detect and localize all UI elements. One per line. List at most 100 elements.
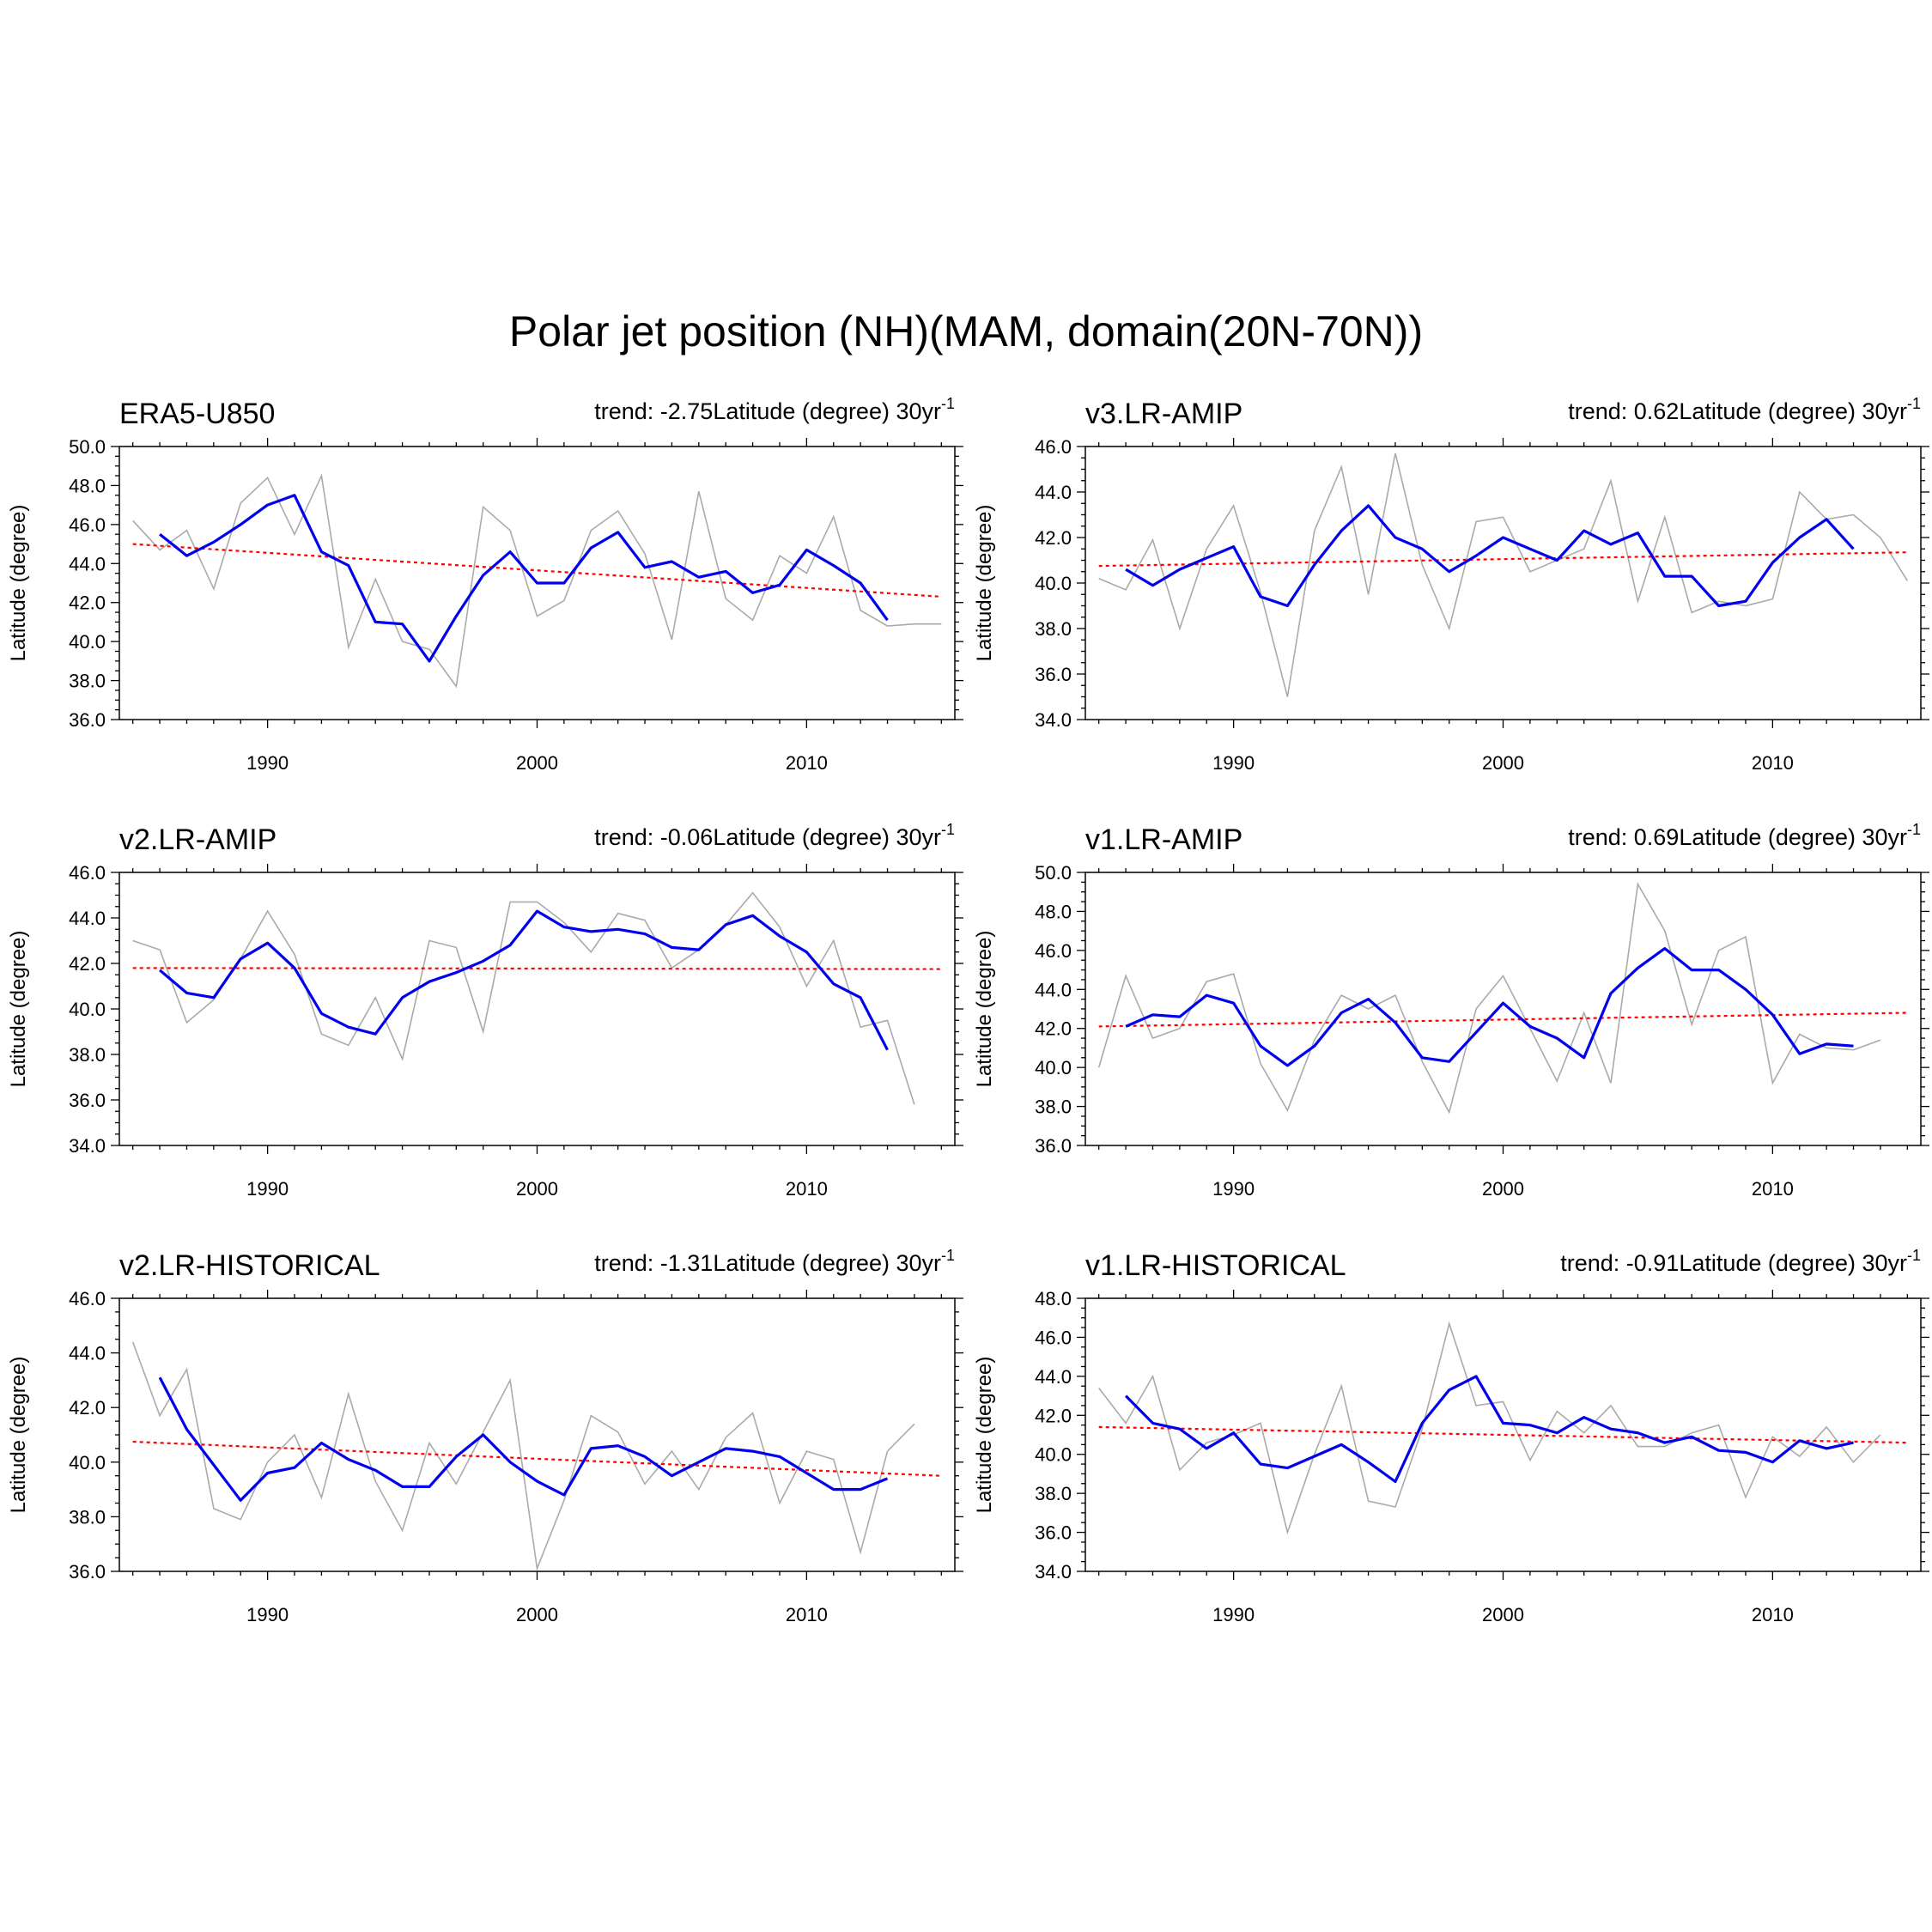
y-tick-label: 42.0: [1035, 1405, 1072, 1426]
y-tick-label: 40.0: [1035, 1444, 1072, 1466]
y-tick-label: 34.0: [1035, 1561, 1072, 1583]
y-tick-label: 44.0: [69, 553, 106, 574]
y-tick-label: 40.0: [69, 631, 106, 653]
series-annual-line: [1098, 1321, 1881, 1535]
y-tick-label: 40.0: [1035, 1057, 1072, 1078]
x-tick-label: 2010: [786, 1604, 828, 1625]
y-tick-label: 38.0: [69, 1044, 106, 1066]
y-axis-label: Latitude (degree): [7, 1357, 30, 1514]
y-tick-label: 46.0: [1035, 436, 1072, 458]
x-tick-label: 2010: [1752, 752, 1794, 774]
y-tick-label: 44.0: [69, 1343, 106, 1364]
y-tick-label: 44.0: [69, 908, 106, 929]
figure-title: Polar jet position (NH)(MAM, domain(20N-…: [509, 307, 1423, 355]
y-tick-label: 36.0: [1035, 1522, 1072, 1544]
y-tick-label: 40.0: [69, 1452, 106, 1473]
panel-v3-lr-amip: v3.LR-AMIP trend: 0.62Latitude (degree) 3…: [973, 395, 1929, 774]
y-tick-label: 44.0: [1035, 482, 1072, 503]
y-tick-label: 42.0: [69, 592, 106, 614]
trend-annotation: trend: -1.31Latitude (degree) 30yr-1: [594, 1247, 955, 1276]
x-tick-label: 2000: [516, 752, 558, 774]
trend-annotation: trend: -0.91Latitude (degree) 30yr-1: [1560, 1247, 1921, 1276]
y-tick-label: 38.0: [69, 671, 106, 692]
x-tick-label: 2000: [516, 1178, 558, 1200]
series-smoothed-line: [1125, 947, 1854, 1067]
y-tick-label: 38.0: [1035, 1483, 1072, 1504]
trend-text: trend: 0.62Latitude (degree) 30yr: [1568, 398, 1907, 424]
y-tick-label: 48.0: [1035, 901, 1072, 922]
plot-frame: [1084, 1297, 1922, 1572]
trend-exponent: -1: [1907, 1247, 1921, 1264]
x-tick-label: 2000: [1482, 752, 1524, 774]
y-tick-label: 46.0: [69, 862, 106, 884]
panel-era5-u850: ERA5-U850 trend: -2.75Latitude (degree) 3…: [7, 395, 963, 774]
y-tick-label: 42.0: [1035, 527, 1072, 549]
x-tick-label: 2010: [786, 1178, 828, 1200]
series-annual-line: [1098, 453, 1908, 697]
y-tick-label: 42.0: [1035, 1018, 1072, 1040]
trend-text: trend: 0.69Latitude (degree) 30yr: [1568, 824, 1907, 850]
x-tick-label: 1990: [246, 752, 289, 774]
plot-frame: [1084, 446, 1922, 720]
y-tick-label: 44.0: [1035, 1366, 1072, 1388]
y-tick-label: 46.0: [69, 1288, 106, 1309]
y-tick-label: 40.0: [1035, 573, 1072, 594]
x-tick-label: 2000: [1482, 1178, 1524, 1200]
y-tick-label: 38.0: [69, 1506, 106, 1528]
series-smoothed-line: [1124, 1375, 1854, 1484]
y-tick-label: 36.0: [1035, 664, 1072, 685]
trend-exponent: -1: [941, 395, 955, 412]
y-tick-label: 36.0: [69, 709, 106, 731]
series-smoothed-line: [1125, 504, 1855, 608]
panels: ERA5-U850 trend: -2.75Latitude (degree) 3…: [7, 395, 1929, 1625]
x-tick-label: 2010: [786, 752, 828, 774]
trend-exponent: -1: [1907, 395, 1921, 412]
series-annual-line: [131, 1341, 915, 1571]
y-tick-label: 50.0: [1035, 862, 1072, 884]
panel-v1-lr-historical: v1.LR-HISTORICAL trend: -0.91Latitude (de…: [973, 1247, 1929, 1625]
y-tick-label: 36.0: [69, 1090, 106, 1111]
series-annual-line: [1097, 882, 1881, 1115]
y-tick-label: 34.0: [69, 1135, 106, 1157]
plot-frame: [118, 1297, 956, 1572]
panel-title: v2.LR-AMIP: [119, 823, 276, 856]
series-annual-line: [132, 891, 915, 1105]
panel-title: v1.LR-HISTORICAL: [1085, 1249, 1346, 1282]
y-tick-label: 46.0: [1035, 1327, 1072, 1348]
y-tick-label: 34.0: [1035, 709, 1072, 731]
y-axis-label: Latitude (degree): [973, 505, 996, 662]
trend-exponent: -1: [1907, 821, 1921, 838]
y-axis-label: Latitude (degree): [973, 1357, 996, 1514]
panel-title: v2.LR-HISTORICAL: [119, 1249, 380, 1282]
y-tick-label: 46.0: [1035, 940, 1072, 962]
trend-text: trend: -1.31Latitude (degree) 30yr: [594, 1250, 941, 1276]
series-smoothed-line: [159, 494, 889, 663]
x-tick-label: 1990: [1212, 1178, 1255, 1200]
series-trend-line: [1098, 1425, 1908, 1444]
x-tick-label: 1990: [1212, 752, 1255, 774]
y-tick-label: 44.0: [1035, 979, 1072, 1000]
panel-v2-lr-amip: v2.LR-AMIP trend: -0.06Latitude (degree) …: [7, 821, 963, 1200]
trend-annotation: trend: 0.69Latitude (degree) 30yr-1: [1568, 821, 1921, 850]
y-tick-label: 48.0: [69, 475, 106, 496]
x-tick-label: 2010: [1752, 1604, 1794, 1625]
series-trend-line: [132, 967, 942, 970]
y-tick-label: 42.0: [69, 1397, 106, 1419]
y-tick-label: 48.0: [1035, 1288, 1072, 1309]
x-tick-label: 1990: [246, 1178, 289, 1200]
series-smoothed-line: [158, 1376, 889, 1502]
y-tick-label: 40.0: [69, 999, 106, 1020]
y-tick-label: 46.0: [69, 514, 106, 536]
plot-frame: [118, 872, 956, 1146]
panel-v2-lr-historical: v2.LR-HISTORICAL trend: -1.31Latitude (de…: [7, 1247, 963, 1625]
series-trend-line: [132, 1440, 942, 1477]
x-tick-label: 1990: [1212, 1604, 1255, 1625]
trend-exponent: -1: [941, 1247, 955, 1264]
y-tick-label: 42.0: [69, 953, 106, 975]
panel-v1-lr-amip: v1.LR-AMIP trend: 0.69Latitude (degree) 3…: [973, 821, 1929, 1200]
y-tick-label: 38.0: [1035, 618, 1072, 640]
trend-text: trend: -2.75Latitude (degree) 30yr: [594, 398, 941, 424]
y-tick-label: 38.0: [1035, 1097, 1072, 1118]
x-tick-label: 2000: [1482, 1604, 1524, 1625]
